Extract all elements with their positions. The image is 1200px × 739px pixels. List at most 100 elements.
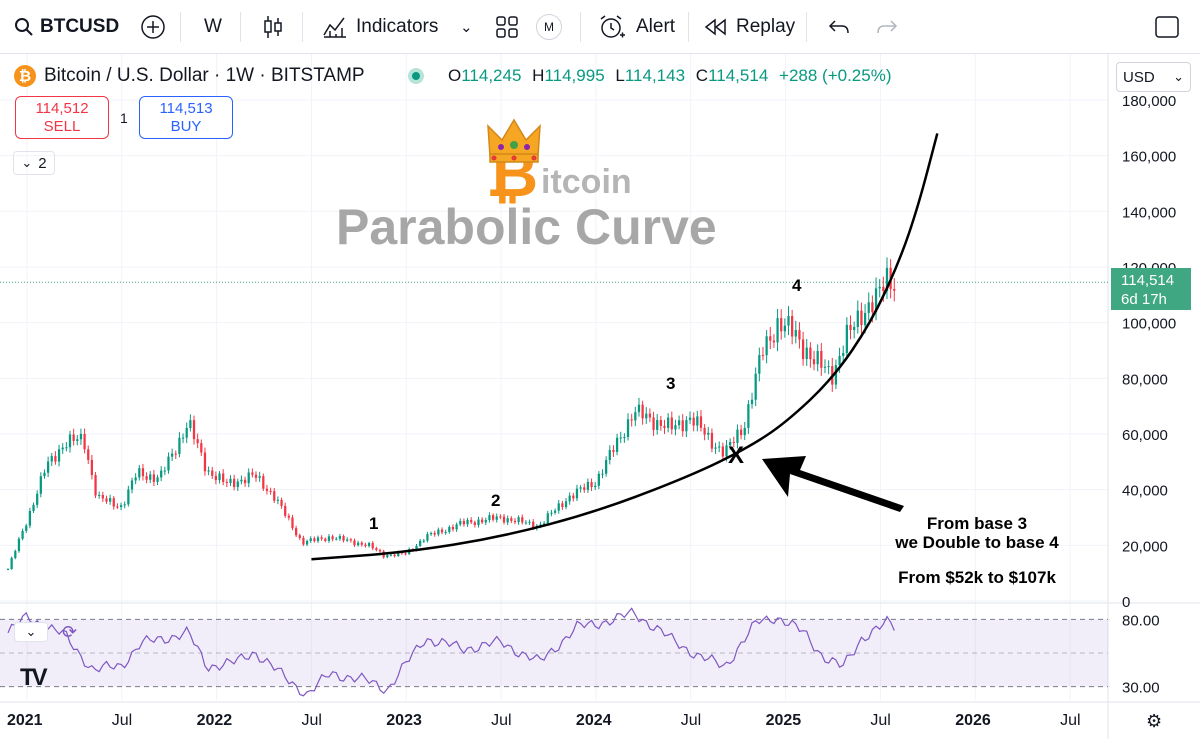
fullscreen-button[interactable] [1154,0,1180,54]
interval-button[interactable]: W [204,0,222,54]
time-tick-label: Jul [491,712,512,729]
top-toolbar: BTCUSD W Indicators ⌄ M Alert Replay [0,0,1200,54]
undo-button[interactable] [828,0,850,54]
change-value: +288 (+0.25%) [779,66,892,85]
candle-body [564,501,568,508]
candle-body [127,489,130,505]
indicators-dropdown[interactable]: ⌄ [460,0,473,54]
candle-body [222,473,225,482]
indicators-label: Indicators [356,16,439,37]
candle-body [667,417,670,428]
divider [180,12,181,42]
candle-body [820,350,823,368]
candle-body [484,520,487,523]
arrow-shape [762,456,904,512]
candle-body [466,519,469,525]
candle-body [615,437,619,452]
redo-button[interactable] [876,0,898,54]
candle-body [149,474,152,480]
candle-body [389,554,393,556]
tradingview-logo: TV [20,664,48,691]
candle-body [185,427,188,438]
candle-body [612,450,615,452]
time-tick-label: 2026 [955,712,991,729]
candle-body [247,472,250,484]
candle-body [871,302,874,313]
candle-body [229,478,232,483]
candle-body [721,446,724,457]
ohlc-values: O114,245 H114,995 L114,143 C114,514 +288… [448,66,891,86]
candle-body [557,503,560,511]
indicators-collapse-button[interactable]: ⌄ 2 [13,151,55,175]
candle-body [440,529,444,533]
time-tick-label: 2021 [6,712,43,729]
candle-body [98,494,101,496]
candle-body [167,456,170,471]
candle-body [196,439,199,444]
candle-body [725,445,728,457]
candle-body [141,468,145,477]
candle-body [882,286,885,292]
candle-body [43,472,46,477]
grid-icon [496,16,518,38]
candle-body [670,417,673,430]
candle-body [867,302,870,313]
symbol-title: Bitcoin / U.S. Dollar · 1W · BITSTAMP [44,65,365,86]
price-tick-label: 20,000 [1122,538,1168,555]
candle-body [360,542,363,545]
candle-body [550,512,553,514]
candle-body [863,312,867,326]
candle-body [634,412,637,421]
replay-label: Replay [736,16,796,37]
candle-body [648,413,652,418]
candle-body [415,545,418,550]
candle-body [575,488,579,499]
indicators-button[interactable]: Indicators [322,0,438,54]
candle-body [732,441,735,443]
candle-body [174,453,177,455]
plus-circle-icon [141,15,165,39]
layouts-button[interactable] [496,0,518,54]
chevron-down-icon: ⌄ [21,155,33,170]
replay-button[interactable]: Replay [704,0,795,54]
candle-body [594,485,597,488]
chart-legend[interactable]: ₿ Bitcoin / U.S. Dollar · 1W · BITSTAMP [14,62,365,90]
rsi-collapse-button[interactable]: ⌄ [14,622,48,642]
buy-button[interactable]: 114,513 BUY [139,96,233,139]
close-value: 114,514 [708,66,769,85]
candle-body [758,355,761,374]
candle-body [240,479,243,482]
last-price-value: 114,514 [1121,272,1175,289]
candle-body [61,447,64,450]
candles-icon [264,16,282,38]
alert-button[interactable]: Alert [598,0,675,54]
candle-body [105,498,108,502]
market-badge[interactable]: M [536,0,562,54]
candle-body [269,490,272,492]
symbol-search[interactable]: BTCUSD [14,0,119,54]
candle-body [532,521,535,529]
candle-body [736,429,739,443]
search-icon [15,18,33,36]
currency-select[interactable]: USD ⌄ [1116,62,1191,92]
candle-body [517,517,520,523]
candle-body [353,540,356,546]
divider [806,12,807,42]
alert-label: Alert [636,16,676,37]
candle-body [426,534,429,541]
sell-button[interactable]: 114,512 SELL [15,96,109,139]
candle-body [50,456,53,462]
settings-gear-icon[interactable]: ⚙ [1146,711,1163,731]
price-axis[interactable]: 020,00040,00060,00080,000100,000120,0001… [1122,93,1176,611]
chart-type-button[interactable] [262,0,284,54]
indicator-count: 2 [38,154,47,172]
base-2-label: 2 [491,491,501,510]
rsi-refresh-icon[interactable]: ⟳ [62,622,78,642]
time-tick-label: Jul [1060,712,1081,729]
candle-body [878,286,881,289]
open-label: O [448,66,462,85]
compare-button[interactable] [140,0,166,54]
high-value: 114,995 [544,66,605,85]
bitcoin-logo: ₿ [14,65,36,87]
